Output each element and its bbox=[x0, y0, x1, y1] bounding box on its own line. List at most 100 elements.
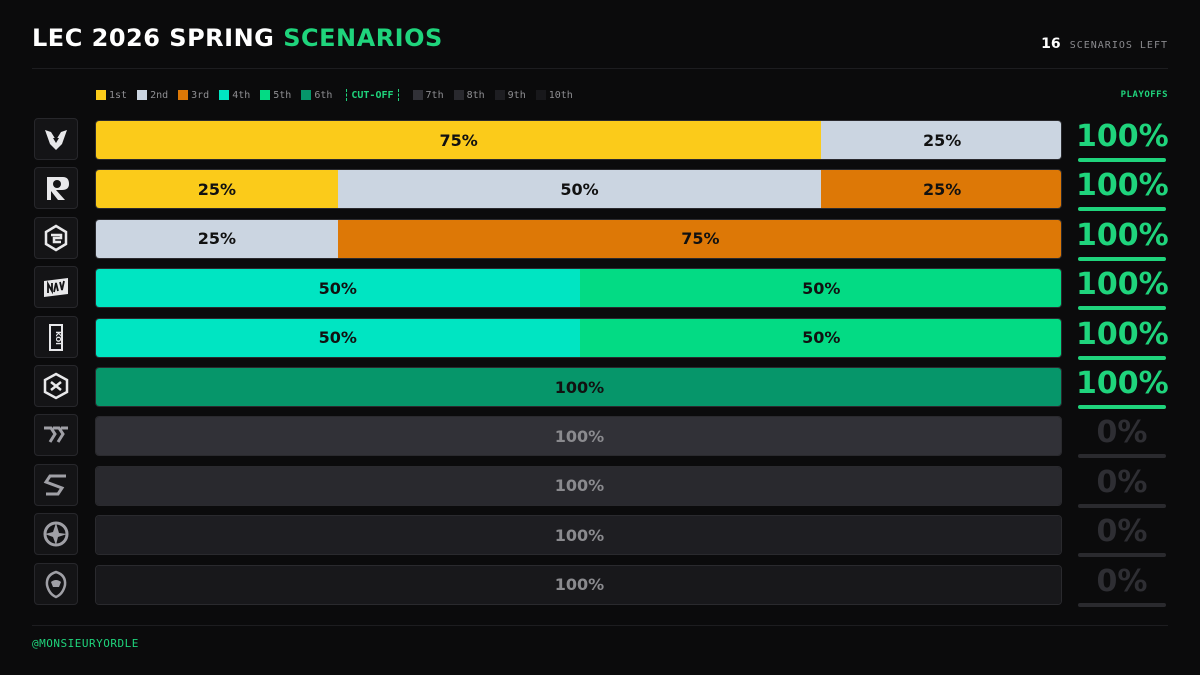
legend-item-3rd: 3rd bbox=[178, 90, 209, 101]
placement-bar: 100% bbox=[95, 367, 1062, 407]
bar-segment-2nd: 50% bbox=[337, 170, 822, 209]
playoffs-percent: 0% bbox=[1076, 513, 1168, 558]
bar-segment-8th: 100% bbox=[96, 466, 1061, 505]
team-row: 100% 0% bbox=[34, 513, 1168, 558]
team-row: 100% 0% bbox=[34, 414, 1168, 459]
legend-item-1st: 1st bbox=[96, 90, 127, 101]
legend-swatch bbox=[301, 90, 312, 100]
legend: 1st 2nd 3rd 4th 5th 6th CUT-OFF 7th 8th 9th 10th bbox=[96, 89, 583, 101]
playoffs-underline bbox=[1078, 553, 1166, 558]
playoffs-percent: 100% bbox=[1076, 316, 1169, 360]
movistar-koi-icon: KOI bbox=[34, 315, 78, 358]
scenarios-left: 16 SCENARIOS LEFT bbox=[1041, 33, 1168, 52]
playoffs-underline bbox=[1078, 355, 1166, 360]
team-row: KOI 50% 50% 100% bbox=[34, 315, 1169, 360]
cutoff-label: CUT-OFF bbox=[351, 89, 394, 101]
legend-swatch bbox=[494, 90, 505, 100]
legend-label: 5th bbox=[273, 89, 292, 101]
bar-segment-5th: 50% bbox=[579, 269, 1061, 308]
cutoff-line bbox=[346, 89, 348, 101]
legend-item-5th: 5th bbox=[260, 90, 291, 101]
legend-label: 4th bbox=[232, 89, 251, 101]
karmine-corp-icon bbox=[34, 167, 78, 210]
playoffs-value: 0% bbox=[1096, 563, 1148, 599]
placement-bar: 25% 50% 25% bbox=[95, 169, 1062, 210]
legend-label: 6th bbox=[314, 89, 333, 101]
navi-icon bbox=[34, 266, 78, 309]
playoffs-underline bbox=[1078, 306, 1166, 311]
bar-segment-5th: 50% bbox=[579, 318, 1061, 357]
playoffs-value: 100% bbox=[1076, 119, 1169, 154]
shifters-icon bbox=[34, 562, 78, 605]
placement-bar: 25% 75% bbox=[95, 218, 1062, 259]
placement-bar: 75% 25% bbox=[95, 120, 1062, 160]
playoffs-value: 100% bbox=[1076, 267, 1169, 303]
playoffs-percent: 100% bbox=[1076, 118, 1169, 162]
legend-label: 9th bbox=[507, 89, 526, 101]
scenarios-count: 16 bbox=[1041, 36, 1061, 52]
placement-bar: 50% 50% bbox=[95, 317, 1062, 358]
playoffs-percent: 100% bbox=[1076, 365, 1169, 409]
legend-item-10th: 10th bbox=[535, 89, 573, 101]
legend-item-4th: 4th bbox=[219, 90, 250, 101]
giantx-icon bbox=[34, 365, 78, 407]
legend-item-7th: 7th bbox=[412, 90, 444, 101]
bar-segment-2nd: 25% bbox=[96, 219, 338, 258]
team-row: 100% 0% bbox=[34, 562, 1168, 607]
playoffs-value: 100% bbox=[1076, 366, 1169, 401]
legend-swatch bbox=[453, 90, 464, 100]
placement-bar: 50% 50% bbox=[95, 268, 1062, 309]
legend-item-8th: 8th bbox=[453, 89, 485, 101]
bar-segment-7th: 100% bbox=[96, 417, 1061, 456]
g2-samurai-icon bbox=[34, 216, 78, 259]
playoffs-value: 0% bbox=[1096, 464, 1148, 500]
playoffs-underline bbox=[1078, 256, 1166, 261]
playoffs-underline bbox=[1078, 503, 1166, 508]
bar-segment-6th: 100% bbox=[96, 368, 1061, 406]
bar-segment-1st: 25% bbox=[96, 170, 338, 209]
playoffs-percent: 100% bbox=[1076, 167, 1169, 212]
fnatic-icon bbox=[34, 414, 78, 457]
svg-text:KOI: KOI bbox=[54, 331, 62, 345]
page-title: LEC 2026 SPRING SCENARIOS bbox=[32, 24, 443, 52]
placement-bar: 100% bbox=[95, 515, 1062, 556]
bar-segment-1st: 75% bbox=[96, 121, 822, 159]
playoffs-value: 100% bbox=[1076, 217, 1169, 253]
playoffs-header: PLAYOFFS bbox=[1120, 90, 1168, 100]
title-main: LEC 2026 SPRING bbox=[32, 24, 275, 52]
bar-segment-10th: 100% bbox=[96, 565, 1061, 604]
playoffs-underline bbox=[1078, 207, 1166, 212]
team-row: 100% 100% bbox=[34, 365, 1169, 409]
legend-swatch bbox=[137, 90, 148, 100]
legend-label: 10th bbox=[548, 89, 573, 101]
title-accent: SCENARIOS bbox=[283, 24, 443, 52]
playoffs-value: 0% bbox=[1096, 415, 1148, 451]
team-row: 75% 25% 100% bbox=[34, 118, 1169, 162]
legend-swatch bbox=[260, 90, 271, 100]
placement-bar: 100% bbox=[95, 416, 1062, 457]
team-row: 50% 50% 100% bbox=[34, 266, 1169, 311]
playoffs-value: 0% bbox=[1096, 514, 1148, 550]
legend-label: 2nd bbox=[150, 89, 169, 101]
playoffs-percent: 0% bbox=[1076, 464, 1168, 508]
legend-item-2nd: 2nd bbox=[137, 90, 168, 101]
legend-label: 1st bbox=[109, 89, 128, 101]
legend-label: 8th bbox=[466, 89, 485, 101]
playoffs-value: 100% bbox=[1076, 168, 1169, 204]
playoffs-underline bbox=[1078, 158, 1166, 162]
placement-bar: 100% bbox=[95, 465, 1062, 506]
legend-item-9th: 9th bbox=[494, 89, 526, 101]
playoffs-underline bbox=[1078, 405, 1166, 409]
legend-swatch bbox=[219, 90, 230, 100]
bar-segment-3rd: 25% bbox=[821, 170, 1061, 209]
bar-segment-4th: 50% bbox=[96, 269, 580, 308]
footer-divider bbox=[32, 625, 1168, 626]
cutoff-line bbox=[397, 89, 399, 101]
vitality-bee-icon bbox=[34, 118, 78, 160]
placement-bar: 100% bbox=[95, 564, 1062, 605]
legend-label: 3rd bbox=[191, 89, 210, 101]
legend-swatch bbox=[96, 90, 106, 100]
playoffs-underline bbox=[1078, 602, 1166, 607]
header-divider bbox=[32, 68, 1168, 69]
playoffs-value: 100% bbox=[1076, 316, 1169, 352]
